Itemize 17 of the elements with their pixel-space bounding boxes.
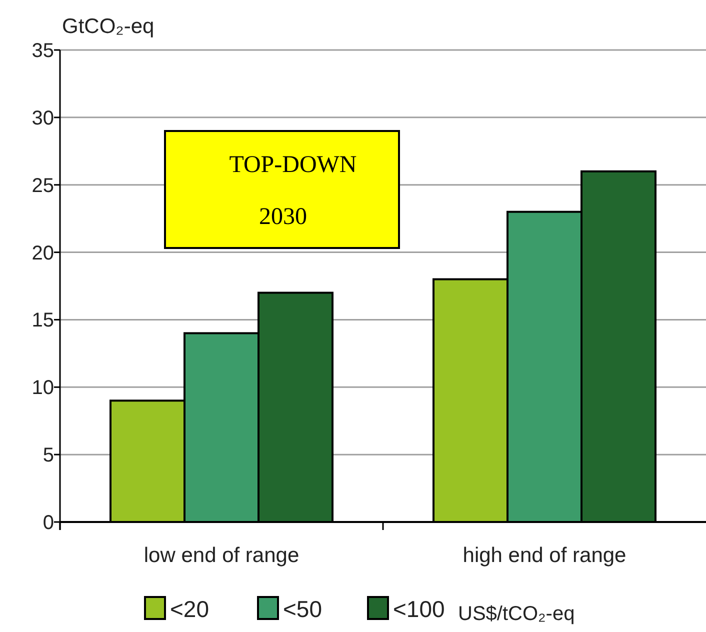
x-tick-label: low end of range xyxy=(144,544,300,567)
y-tick-label: 15 xyxy=(32,310,54,332)
y-tick-label: 10 xyxy=(32,377,54,400)
y-tick-label: 25 xyxy=(32,174,54,197)
annotation: TOP-DOWN xyxy=(229,152,357,178)
legend-label: <20 xyxy=(170,596,210,622)
y-tick-label: 35 xyxy=(32,40,54,62)
y-tick-label: 20 xyxy=(32,242,54,264)
y-tick-label: 30 xyxy=(32,107,54,130)
y-axis-title: GtCO₂-eq xyxy=(62,15,154,38)
legend-title: US$/tCO₂-eq xyxy=(458,603,575,625)
legend-label: <50 xyxy=(283,596,322,622)
legend-label: <100 xyxy=(393,596,445,622)
y-tick-label: 0 xyxy=(42,512,54,534)
annotation: 2030 xyxy=(259,204,307,230)
x-tick-label: high end of range xyxy=(462,544,626,567)
y-tick-label: 5 xyxy=(42,444,54,467)
